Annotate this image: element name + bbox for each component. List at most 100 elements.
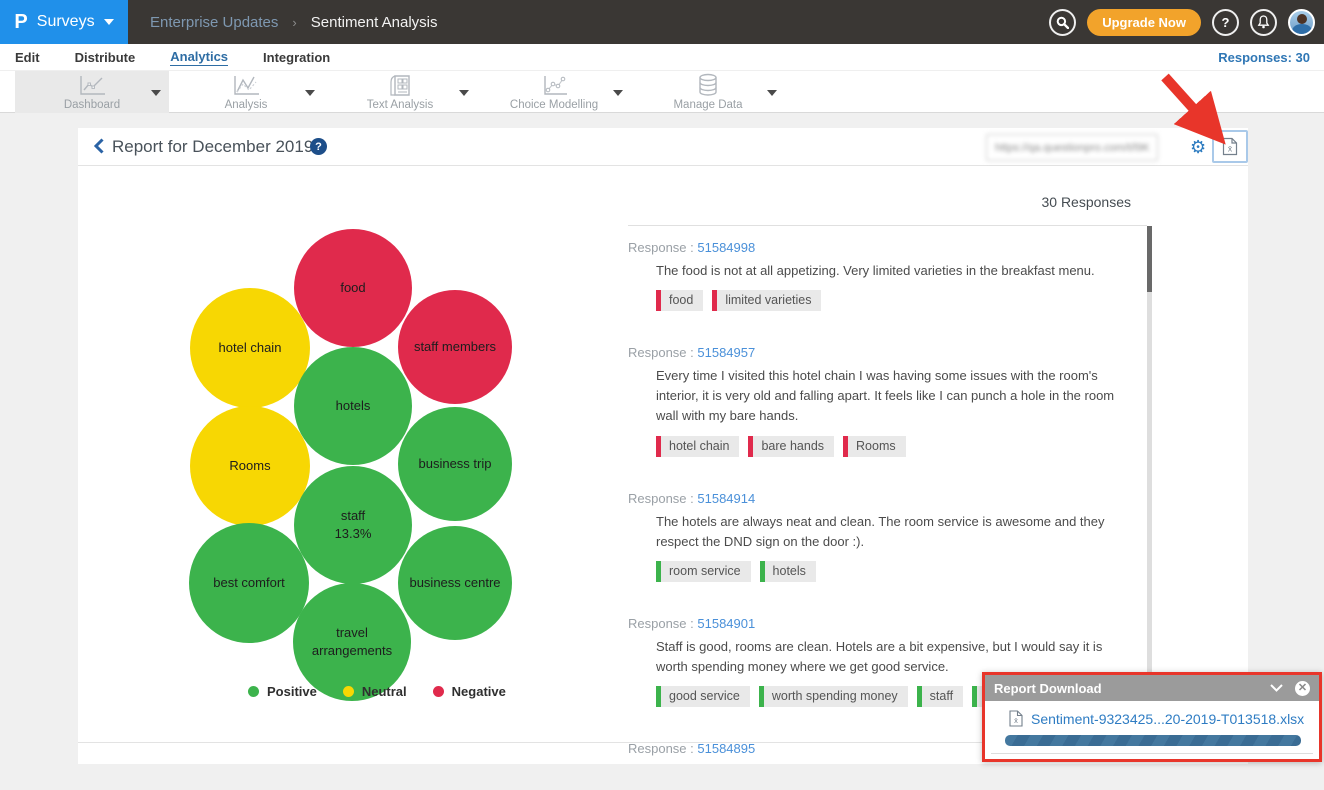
bubble-food[interactable]: food (294, 229, 412, 347)
response-id-link[interactable]: 51584901 (697, 615, 756, 631)
bubble-travel-arrangements[interactable]: travel arrangements (293, 583, 411, 701)
tab-dropdown-caret-icon[interactable] (151, 90, 161, 96)
report-url-input[interactable] (986, 134, 1158, 161)
breadcrumb-separator-icon: › (292, 14, 297, 30)
legend-label: Neutral (361, 684, 407, 699)
tab-label: Manage Data (673, 99, 743, 111)
bubble-business-centre[interactable]: business centre (398, 526, 512, 640)
bubble-label: staff 13.3% (334, 508, 372, 541)
bubble-hotels[interactable]: hotels (294, 347, 412, 465)
tab-choice-modelling[interactable]: Choice Modelling (477, 71, 631, 113)
tab-manage-data[interactable]: Manage Data (631, 71, 785, 113)
download-panel-actions: ✕ (1270, 680, 1310, 696)
title-help-icon[interactable]: ? (310, 138, 327, 155)
sentiment-tag[interactable]: Rooms (843, 435, 906, 457)
legend-dot-icon (342, 686, 354, 697)
sentiment-tag[interactable]: limited varieties (712, 290, 822, 312)
bubble-label: Rooms (229, 458, 271, 474)
menu-item-analytics[interactable]: Analytics (170, 48, 229, 66)
bubble-rooms[interactable]: Rooms (190, 406, 310, 526)
response-id-link[interactable]: 51584895 (697, 741, 756, 757)
notifications-button[interactable] (1250, 8, 1277, 36)
download-progress-bar (1005, 735, 1301, 746)
sentiment-tag[interactable]: bare hands (748, 435, 835, 457)
help-button[interactable]: ? (1212, 8, 1239, 36)
tab-dropdown-caret-icon[interactable] (767, 90, 777, 96)
tab-analysis[interactable]: Analysis (169, 71, 323, 113)
questionpro-logo-icon: P (14, 10, 28, 33)
sentiment-tag[interactable]: food (656, 290, 704, 312)
download-panel-divider (991, 753, 1313, 754)
scrollbar-thumb[interactable] (1147, 226, 1152, 292)
user-avatar[interactable] (1288, 8, 1315, 36)
response-id-link[interactable]: 51584998 (697, 240, 756, 255)
svg-text:x̄: x̄ (1014, 716, 1018, 725)
chevron-left-icon (93, 138, 104, 154)
tab-dropdown-caret-icon[interactable] (613, 90, 623, 96)
search-button[interactable] (1049, 8, 1077, 36)
bubble-label: business trip (418, 456, 492, 472)
bubble-label: best comfort (213, 575, 285, 591)
legend-dot-icon (432, 686, 444, 697)
response-tags: room service hotels (656, 560, 1131, 582)
product-name: Surveys (36, 13, 95, 30)
line-chart-icon (77, 74, 107, 97)
sentiment-tag[interactable]: hotel chain (656, 435, 740, 457)
search-icon (1056, 16, 1070, 29)
response-id-link[interactable]: 51584914 (697, 490, 756, 506)
tab-dropdown-caret-icon[interactable] (459, 90, 469, 96)
sentiment-tag[interactable]: hotels (759, 560, 816, 582)
legend-item-neutral: Neutral (342, 684, 407, 699)
legend-item-positive: Positive (248, 684, 317, 699)
sentiment-tag[interactable]: good service (656, 686, 750, 708)
chart-legend: Positive Neutral Negative (248, 684, 506, 699)
response-head: Response : 51584957 (628, 345, 1131, 360)
sentiment-tag[interactable]: staff (916, 686, 964, 708)
tab-text-analysis[interactable]: Text Analysis (323, 71, 477, 113)
topbar-actions: Upgrade Now ? (1049, 8, 1324, 36)
menu-item-edit[interactable]: Edit (15, 49, 40, 65)
responses-scrollbar[interactable] (1147, 226, 1152, 742)
bubble-label: staff members (413, 339, 497, 355)
responses-count-badge: Responses: 30 (1218, 49, 1310, 65)
tab-dashboard[interactable]: Dashboard (15, 71, 169, 113)
export-excel-button[interactable]: x̄ (1212, 130, 1248, 163)
avatar-head-shape (1297, 13, 1307, 24)
bubble-staff-members[interactable]: staff members (398, 290, 512, 404)
bubble-label: hotels (335, 398, 371, 414)
tab-dropdown-caret-icon[interactable] (305, 90, 315, 96)
bubble-label: hotel chain (218, 340, 282, 356)
response-label: Response : (628, 490, 698, 506)
upgrade-now-button[interactable]: Upgrade Now (1087, 8, 1201, 36)
back-button[interactable] (93, 138, 104, 159)
download-file-link[interactable]: Sentiment-9323425...20-2019-T013518.xlsx (1031, 710, 1305, 727)
product-logo-button[interactable]: P Surveys (0, 0, 128, 44)
close-button[interactable]: ✕ (1295, 680, 1310, 696)
response-id-link[interactable]: 51584957 (697, 345, 756, 361)
bubble-best-comfort[interactable]: best comfort (189, 523, 309, 643)
sentiment-tag[interactable]: room service (656, 560, 751, 582)
settings-gear-icon[interactable]: ⚙ (1190, 137, 1207, 157)
trend-chart-icon (231, 74, 261, 97)
bubble-staff[interactable]: staff 13.3% (294, 466, 412, 584)
response-item: Response : 51584914 The hotels are always… (628, 491, 1131, 582)
tab-label: Choice Modelling (509, 98, 599, 111)
bubble-hotel-chain[interactable]: hotel chain (190, 288, 310, 408)
download-file-row: x̄ Sentiment-9323425...20-2019-T013518.x… (1009, 710, 1319, 727)
menu-item-distribute[interactable]: Distribute (74, 49, 136, 65)
collapse-button[interactable] (1270, 684, 1283, 692)
text-document-icon (387, 74, 413, 97)
response-label: Response : (628, 345, 698, 361)
bubble-business-trip[interactable]: business trip (398, 407, 512, 521)
excel-document-icon: x̄ (1222, 137, 1238, 156)
response-head: Response : 51584895 (628, 741, 1131, 756)
topbar: P Surveys Enterprise Updates › Sentiment… (0, 0, 1324, 44)
tab-label: Dashboard (63, 98, 121, 111)
breadcrumb-parent[interactable]: Enterprise Updates (150, 13, 279, 31)
breadcrumb: Enterprise Updates › Sentiment Analysis (150, 14, 437, 31)
sentiment-tag[interactable]: worth spending money (758, 686, 908, 708)
menu-item-integration[interactable]: Integration (263, 49, 331, 65)
svg-text:x̄: x̄ (1228, 144, 1233, 154)
response-item: Response : 51584957 Every time I visited … (628, 345, 1131, 457)
bell-icon (1257, 15, 1270, 29)
